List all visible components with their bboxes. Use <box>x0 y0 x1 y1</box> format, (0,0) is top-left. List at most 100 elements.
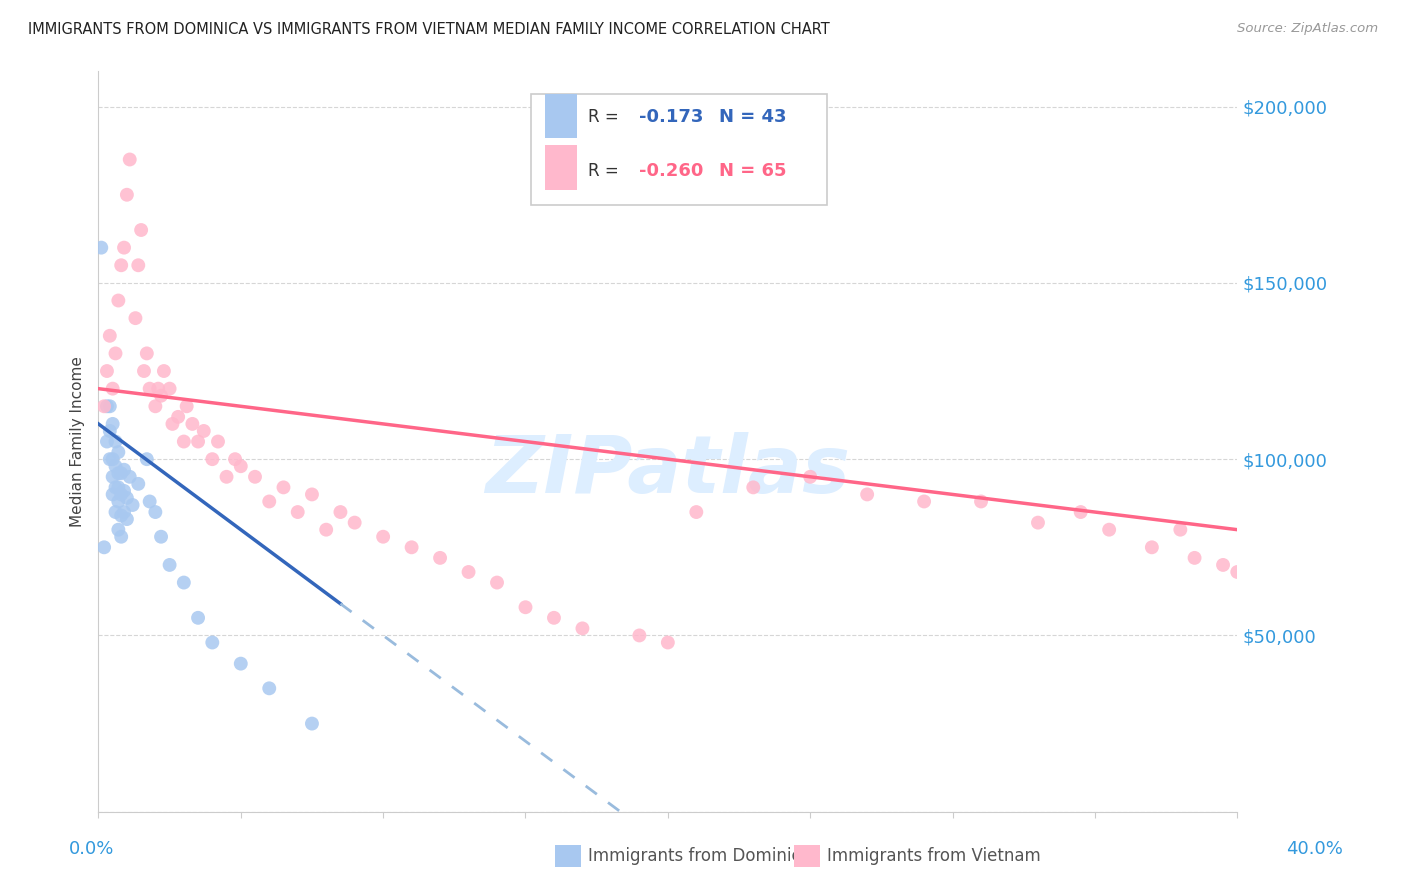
Text: -0.173: -0.173 <box>640 108 704 127</box>
Point <box>229 459 252 474</box>
Point <box>201 635 224 649</box>
Point <box>93 399 115 413</box>
Point <box>101 382 124 396</box>
Text: -0.260: -0.260 <box>640 162 704 180</box>
Text: Immigrants from Dominica: Immigrants from Dominica <box>588 847 810 865</box>
Point <box>515 600 537 615</box>
Point <box>1070 505 1092 519</box>
Point <box>153 364 176 378</box>
Point <box>343 516 366 530</box>
Point <box>229 657 252 671</box>
Point <box>193 424 215 438</box>
Point <box>1184 550 1206 565</box>
Point <box>110 530 132 544</box>
Point <box>101 417 124 431</box>
Point <box>1026 516 1049 530</box>
Text: 40.0%: 40.0% <box>1286 840 1343 858</box>
Point <box>145 505 167 519</box>
Point <box>486 575 509 590</box>
Point <box>98 399 121 413</box>
FancyBboxPatch shape <box>531 94 827 204</box>
Point <box>173 434 195 449</box>
Point <box>98 424 121 438</box>
Point <box>159 558 181 572</box>
Point <box>173 575 195 590</box>
Point <box>129 223 152 237</box>
Point <box>243 470 266 484</box>
Point <box>93 541 115 555</box>
Point <box>96 364 118 378</box>
Text: Source: ZipAtlas.com: Source: ZipAtlas.com <box>1237 22 1378 36</box>
Point <box>104 346 127 360</box>
Point <box>96 434 118 449</box>
Point <box>970 494 993 508</box>
Point <box>401 541 423 555</box>
Point <box>685 505 707 519</box>
Point <box>101 452 124 467</box>
Point <box>112 505 135 519</box>
Point <box>90 241 112 255</box>
Point <box>856 487 879 501</box>
Point <box>112 241 135 255</box>
Point <box>167 409 190 424</box>
Point <box>201 452 224 467</box>
Point <box>118 153 141 167</box>
Point <box>742 480 765 494</box>
Point <box>110 467 132 481</box>
Text: N = 43: N = 43 <box>718 108 786 127</box>
Point <box>104 459 127 474</box>
Point <box>145 399 167 413</box>
Point <box>1140 541 1163 555</box>
Point <box>115 491 138 505</box>
Point <box>121 498 143 512</box>
Point <box>150 389 173 403</box>
Point <box>118 470 141 484</box>
Point <box>215 470 238 484</box>
Point <box>104 434 127 449</box>
Point <box>457 565 479 579</box>
Point <box>112 483 135 498</box>
Point <box>657 635 679 649</box>
Point <box>107 293 129 308</box>
Point <box>259 681 281 696</box>
Point <box>429 550 451 565</box>
Point <box>127 258 149 272</box>
Point <box>107 494 129 508</box>
Text: R =: R = <box>588 162 624 180</box>
Point <box>628 628 651 642</box>
Point <box>98 328 121 343</box>
Text: R =: R = <box>588 108 624 127</box>
Point <box>207 434 229 449</box>
Text: 0.0%: 0.0% <box>69 840 114 858</box>
Point <box>110 487 132 501</box>
Point <box>110 508 132 523</box>
Point <box>107 480 129 494</box>
Point <box>110 258 132 272</box>
Point <box>124 311 146 326</box>
Point <box>135 452 157 467</box>
Text: Immigrants from Vietnam: Immigrants from Vietnam <box>827 847 1040 865</box>
Point <box>135 346 157 360</box>
Point <box>107 445 129 459</box>
Point <box>127 476 149 491</box>
Point <box>187 611 209 625</box>
Point <box>224 452 246 467</box>
Point <box>138 382 160 396</box>
Point <box>187 434 209 449</box>
Point <box>1098 523 1121 537</box>
Point <box>138 494 160 508</box>
Point <box>543 611 565 625</box>
Point <box>176 399 198 413</box>
Point <box>315 523 337 537</box>
Point <box>132 364 155 378</box>
Point <box>107 523 129 537</box>
Point <box>98 452 121 467</box>
Point <box>1226 565 1249 579</box>
Bar <box>546 145 576 190</box>
Point <box>181 417 204 431</box>
Point <box>301 716 323 731</box>
Bar <box>546 94 576 138</box>
Point <box>96 399 118 413</box>
Point <box>148 382 170 396</box>
Point <box>301 487 323 501</box>
